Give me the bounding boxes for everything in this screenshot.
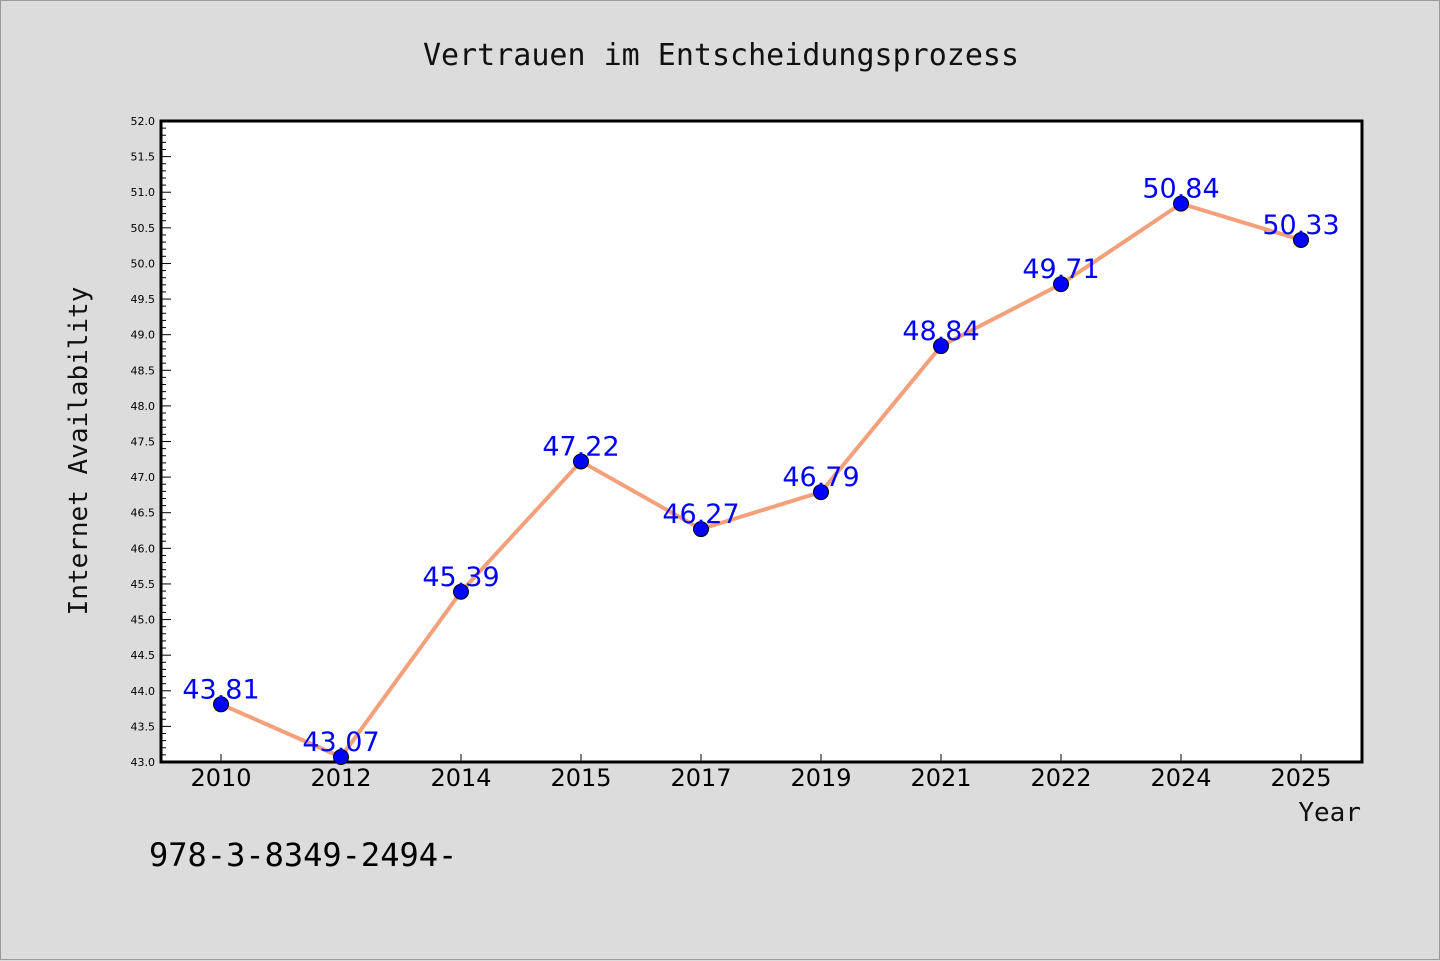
x-axis: 2010 2012 2014 2015 2017 2019 2021 2022 2024 2025 bbox=[190, 754, 1332, 792]
y-tick-label: 47.0 bbox=[131, 471, 156, 484]
x-tick-label: 2010 bbox=[190, 764, 251, 792]
y-tick-label: 47.5 bbox=[131, 436, 156, 449]
y-tick-label: 43.0 bbox=[131, 756, 156, 769]
y-tick-label: 51.5 bbox=[131, 151, 156, 164]
data-point-marker bbox=[213, 696, 229, 713]
series-line bbox=[219, 201, 1303, 760]
y-tick-label: 50.5 bbox=[131, 222, 156, 235]
y-tick-label: 48.5 bbox=[131, 364, 156, 377]
y-tick-label: 44.5 bbox=[131, 649, 156, 662]
y-tick-label: 49.0 bbox=[131, 329, 156, 342]
y-tick-label: 45.5 bbox=[131, 578, 156, 591]
data-labels-group: 43.81 43.07 45.39 47.22 46.27 46.79 48.84 49.71… bbox=[182, 174, 1339, 758]
y-tick-label: 48.0 bbox=[131, 400, 156, 413]
data-label: 43.07 bbox=[302, 727, 379, 758]
data-label: 43.81 bbox=[182, 674, 259, 705]
y-tick-label: 43.5 bbox=[131, 720, 156, 733]
data-point-marker bbox=[333, 749, 349, 766]
y-tick-label: 46.0 bbox=[131, 542, 156, 555]
data-label: 45.39 bbox=[422, 562, 499, 593]
x-tick-label: 2022 bbox=[1030, 764, 1091, 792]
y-tick-label: 46.5 bbox=[131, 507, 156, 520]
y-axis-label: Internet Availability bbox=[64, 287, 94, 616]
y-tick-label: 45.0 bbox=[131, 614, 156, 627]
x-tick-label: 2012 bbox=[310, 764, 371, 792]
x-tick-label: 2024 bbox=[1150, 764, 1211, 792]
y-axis: 43.0 43.5 44.0 44.5 45.0 45.5 46.0 46.5 47.0 47.5… bbox=[131, 115, 171, 769]
data-point-marker bbox=[1293, 231, 1309, 248]
y-tick-label: 44.0 bbox=[131, 685, 156, 698]
data-point-marker bbox=[453, 583, 469, 600]
data-point-marker bbox=[933, 338, 949, 355]
y-tick-label: 50.0 bbox=[131, 257, 156, 270]
series-line-group bbox=[213, 195, 1309, 766]
data-label: 48.84 bbox=[902, 316, 979, 347]
data-point-marker bbox=[1053, 276, 1069, 293]
chart-title: Vertrauen im Entscheidungsprozess bbox=[423, 38, 1019, 73]
data-label: 47.22 bbox=[542, 431, 619, 462]
x-tick-label: 2025 bbox=[1270, 764, 1331, 792]
data-point-marker bbox=[813, 484, 829, 501]
data-point-marker bbox=[573, 453, 589, 470]
x-tick-label: 2014 bbox=[430, 764, 491, 792]
data-label: 50.84 bbox=[1142, 174, 1219, 205]
x-axis-label: Year bbox=[1298, 798, 1361, 828]
plot-area bbox=[159, 119, 1364, 764]
data-label: 46.79 bbox=[782, 462, 859, 493]
y-tick-label: 52.0 bbox=[131, 115, 156, 128]
data-point-marker bbox=[1173, 195, 1189, 212]
data-label: 49.71 bbox=[1022, 254, 1099, 285]
y-tick-label: 49.5 bbox=[131, 293, 156, 306]
x-tick-label: 2021 bbox=[910, 764, 971, 792]
isbn-text: 978-3-8349-2494- bbox=[149, 836, 457, 874]
x-tick-label: 2017 bbox=[670, 764, 731, 792]
data-label: 50.33 bbox=[1262, 210, 1339, 241]
y-tick-label: 51.0 bbox=[131, 186, 156, 199]
data-label: 46.27 bbox=[662, 499, 739, 530]
x-tick-label: 2015 bbox=[550, 764, 611, 792]
x-tick-label: 2019 bbox=[790, 764, 851, 792]
data-point-marker bbox=[693, 521, 709, 538]
